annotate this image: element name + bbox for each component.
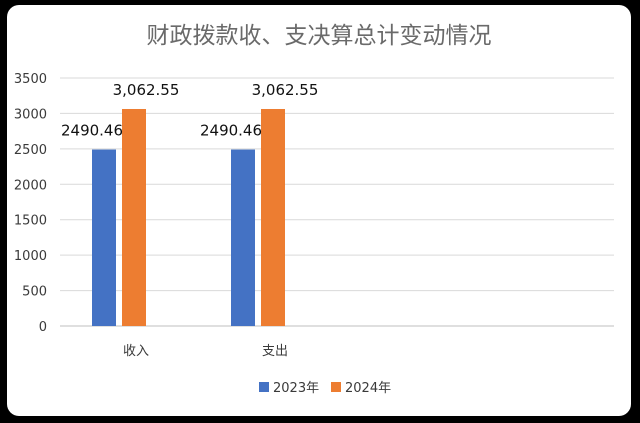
x-category-label: 支出 <box>262 344 288 359</box>
chart-title: 财政拨款收、支决算总计变动情况 <box>147 23 492 49</box>
x-category-label: 收入 <box>123 344 149 359</box>
data-label: 3,062.55 <box>113 81 180 99</box>
bar <box>92 149 116 326</box>
legend-label: 2023年 <box>273 381 319 396</box>
chart-svg: 财政拨款收、支决算总计变动情况 0 500 1000 1500 2000 2500 3000… <box>14 23 614 396</box>
y-tick-label: 0 <box>39 320 47 335</box>
bar <box>261 108 285 326</box>
legend-swatch <box>259 382 269 392</box>
bar <box>231 149 255 326</box>
data-labels: 2490.46 3,062.55 2490.46 3,062.55 <box>61 81 318 140</box>
y-tick-label: 2500 <box>14 143 47 158</box>
y-tick-label: 2000 <box>14 178 47 193</box>
y-axis-ticks: 0 500 1000 1500 2000 2500 3000 3500 <box>14 72 47 335</box>
gridlines <box>60 77 614 327</box>
data-label: 2490.46 <box>61 122 123 140</box>
y-tick-label: 3500 <box>14 72 47 87</box>
legend-label: 2024年 <box>345 381 391 396</box>
y-tick-label: 3000 <box>14 107 47 122</box>
legend: 2023年 2024年 <box>259 381 391 396</box>
y-tick-label: 1000 <box>14 249 47 264</box>
y-tick-label: 500 <box>22 285 47 300</box>
data-label: 3,062.55 <box>252 81 319 99</box>
chart-frame: 财政拨款收、支决算总计变动情况 0 500 1000 1500 2000 2500 3000… <box>7 5 631 416</box>
x-axis-categories: 收入 支出 <box>123 344 288 359</box>
bars <box>92 108 285 326</box>
y-tick-label: 1500 <box>14 214 47 229</box>
data-label: 2490.46 <box>200 122 262 140</box>
bar <box>122 108 146 326</box>
legend-swatch <box>331 382 341 392</box>
